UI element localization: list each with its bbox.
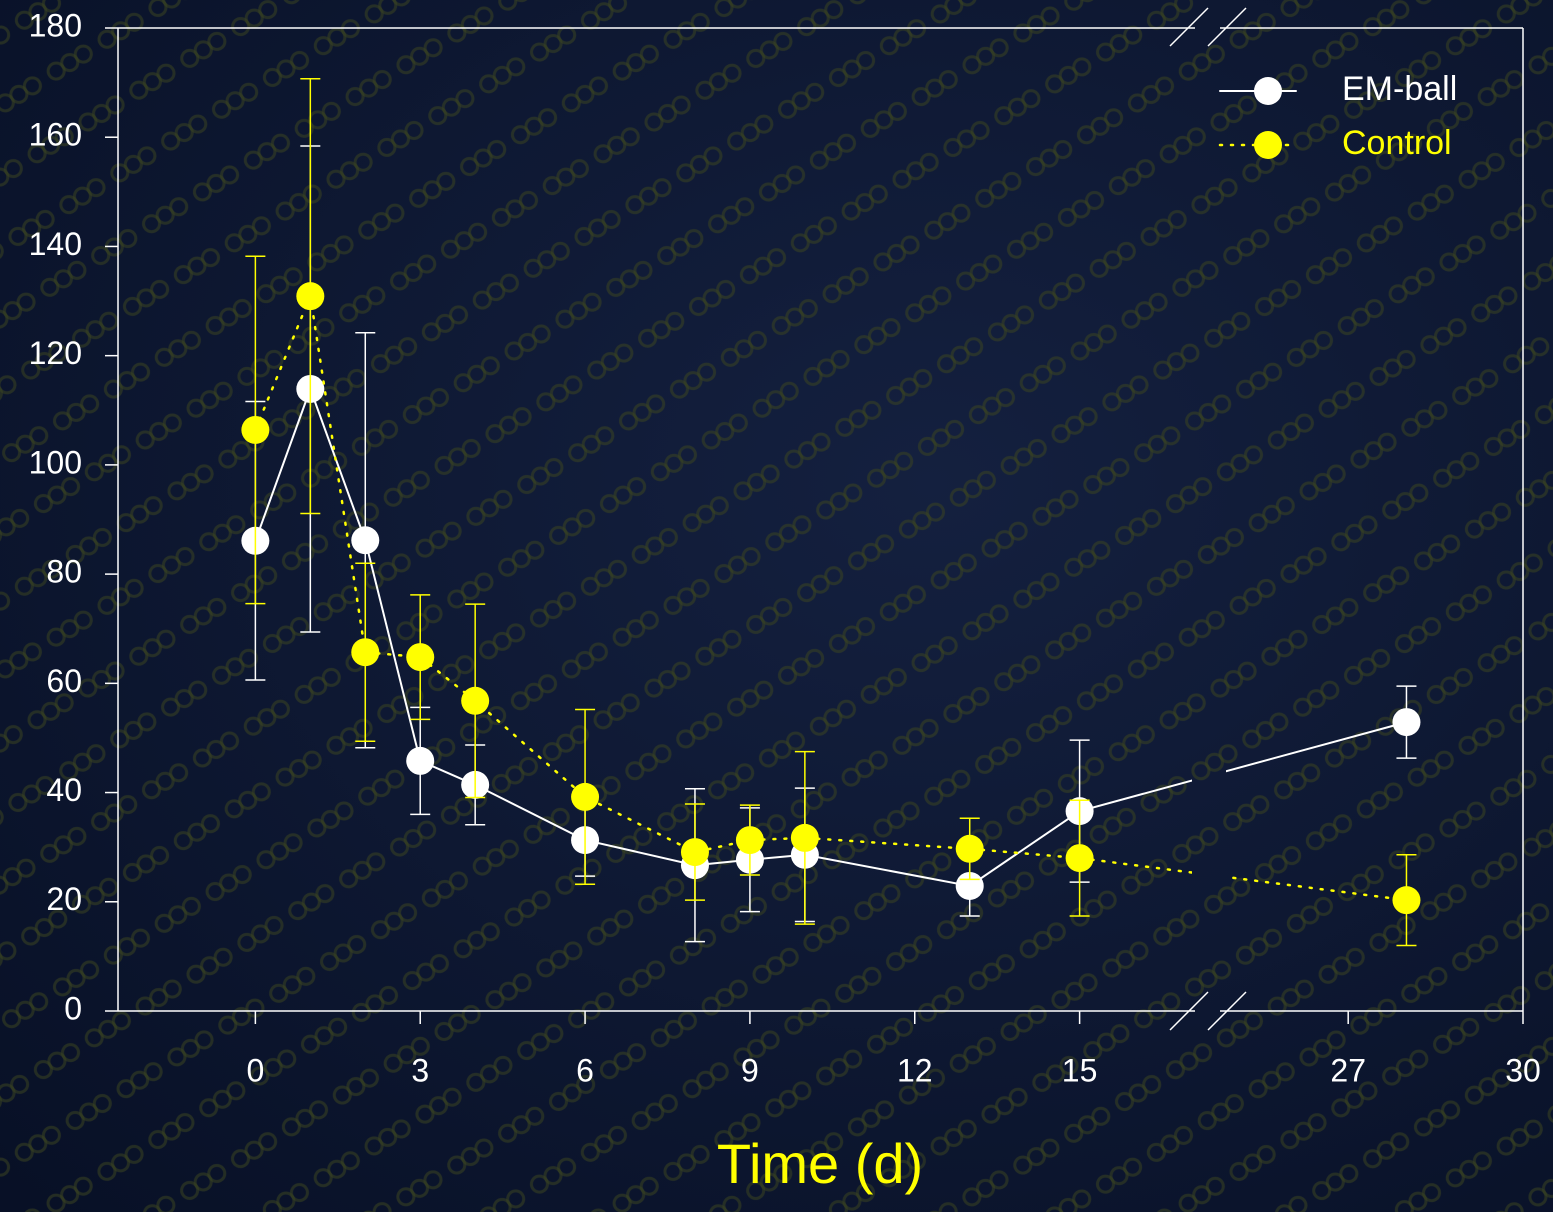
x-tick-label: 6 xyxy=(576,1052,594,1088)
y-tick-label: 160 xyxy=(29,117,82,153)
y-tick-label: 60 xyxy=(46,663,82,699)
axis-break xyxy=(1169,991,1209,1031)
y-tick-label: 180 xyxy=(29,7,82,43)
data-point xyxy=(571,782,600,811)
data-point xyxy=(351,526,380,555)
y-tick-label: 140 xyxy=(29,226,82,262)
legend-label: Control xyxy=(1342,124,1452,162)
data-point xyxy=(790,823,819,852)
series-line xyxy=(254,386,1408,888)
x-tick-label: 12 xyxy=(897,1052,933,1088)
data-point xyxy=(1392,708,1421,737)
x-tick-label: 0 xyxy=(246,1052,264,1088)
x-tick-label: 3 xyxy=(411,1052,429,1088)
legend-marker xyxy=(1254,131,1282,159)
data-point xyxy=(351,638,380,667)
x-axis-title: Time (d) xyxy=(717,1132,923,1195)
axis-break xyxy=(1169,7,1209,47)
y-tick-label: 80 xyxy=(46,554,82,590)
axis-break xyxy=(1207,7,1247,47)
y-tick-label: 40 xyxy=(46,772,82,808)
y-tick-label: 0 xyxy=(64,990,82,1026)
data-point xyxy=(406,746,435,775)
y-tick-label: 120 xyxy=(29,335,82,371)
data-point xyxy=(1065,844,1094,873)
data-point xyxy=(955,834,984,863)
data-point xyxy=(461,686,490,715)
x-tick-label: 30 xyxy=(1505,1052,1541,1088)
legend-marker xyxy=(1254,77,1282,105)
axis-break xyxy=(1207,991,1247,1031)
series-line xyxy=(254,291,1408,902)
data-point xyxy=(735,826,764,855)
data-point xyxy=(296,282,325,311)
axes xyxy=(117,7,1524,1031)
legend-label: EM-ball xyxy=(1342,70,1457,108)
data-point xyxy=(680,838,709,867)
y-tick-label: 20 xyxy=(46,881,82,917)
series xyxy=(241,78,1421,947)
x-tick-label: 27 xyxy=(1330,1052,1366,1088)
x-tick-label: 15 xyxy=(1062,1052,1098,1088)
data-point xyxy=(241,415,270,444)
y-tick-label: 100 xyxy=(29,444,82,480)
data-point xyxy=(1392,886,1421,915)
data-point xyxy=(406,643,435,672)
x-tick-label: 9 xyxy=(741,1052,759,1088)
